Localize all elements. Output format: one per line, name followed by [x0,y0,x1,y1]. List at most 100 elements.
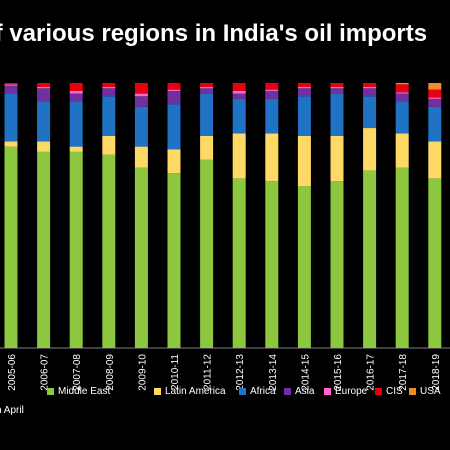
bar-segment-europe-2010-11 [167,89,181,91]
bar-segment-latin-america-2014-15 [297,136,311,187]
bar-segment-latin-america-2007-08 [69,146,83,152]
bar-segment-asia-2015-16 [330,88,344,94]
bar-segment-africa-2011-12 [200,93,214,136]
bar-segment-europe-2007-08 [69,90,83,94]
legend-swatch [154,388,161,395]
bar-segment-africa-2017-18 [395,101,409,134]
bar-segment-middle-east-2017-18 [395,167,409,348]
bar-segment-middle-east-2015-16 [330,181,344,348]
bar-segment-middle-east-2011-12 [200,159,214,348]
bar-segment-middle-east-2006-07 [37,151,51,348]
bar-segment-asia-2006-07 [37,88,51,102]
bar-segment-middle-east-2008-09 [102,154,116,348]
bar-segment-usa-2017-18 [395,83,409,85]
bar-segment-africa-2018-19 [428,106,442,142]
legend-swatch [284,388,291,395]
bar-segment-europe-2006-07 [37,86,51,89]
x-tick-label: 2008-09 [105,354,116,391]
bar-segment-europe-2015-16 [330,86,344,89]
legend-label: Middle East [58,386,111,397]
bar-segment-asia-2007-08 [69,93,83,102]
bar-segment-asia-2016-17 [363,88,377,97]
footnote: n April [0,405,24,416]
legend-item-asia: Asia [284,386,314,397]
bar-segment-cis-2017-18 [395,84,409,93]
bar-segment-asia-2012-13 [232,93,246,99]
bar-segment-latin-america-2005-06 [4,141,18,147]
bar-segment-cis-2016-17 [363,83,377,87]
legend-swatch [239,388,246,395]
bar-segment-asia-2013-14 [265,90,279,99]
bar-segment-europe-2011-12 [200,86,214,89]
bar-segment-europe-2017-18 [395,92,409,94]
bar-segment-africa-2007-08 [69,101,83,147]
x-tick-label: 2014-15 [300,354,311,391]
legend-swatch [47,388,54,395]
legend-item-cis: CIS [375,386,403,397]
bar-segment-cis-2005-06 [4,83,18,85]
legend-label: Latin America [165,386,226,397]
bar-segment-middle-east-2010-11 [167,173,181,348]
x-tick-label: 2015-16 [333,354,344,391]
bar-segment-asia-2018-19 [428,98,442,107]
bar-segment-latin-america-2011-12 [200,136,214,160]
bar-segment-africa-2012-13 [232,98,246,134]
bar-segment-asia-2014-15 [297,88,311,97]
bar-segment-latin-america-2018-19 [428,141,442,179]
bar-segment-latin-america-2016-17 [363,128,377,171]
bar-segment-africa-2015-16 [330,93,344,136]
bar-segment-europe-2008-09 [102,86,116,89]
legend-item-latin-america: Latin America [154,386,226,397]
chart-legend: Middle East Latin America Africa Asia Europe… [0,386,450,402]
bar-segment-latin-america-2008-09 [102,136,116,155]
bar-segment-middle-east-2018-19 [428,178,442,348]
bar-segment-asia-2011-12 [200,88,214,94]
bar-segment-africa-2014-15 [297,96,311,136]
bar-segment-cis-2012-13 [232,83,246,91]
x-tick-label: 2006-07 [40,354,51,391]
bar-segment-cis-2011-12 [200,83,214,87]
bar-segment-middle-east-2005-06 [4,146,18,348]
legend-swatch [409,388,416,395]
bar-segment-europe-2009-10 [134,93,148,97]
bar-segment-middle-east-2016-17 [363,170,377,348]
legend-swatch [324,388,331,395]
legend-item-usa: USA [409,386,441,397]
legend-swatch [375,388,382,395]
bar-segment-cis-2015-16 [330,83,344,87]
bar-segment-middle-east-2013-14 [265,181,279,348]
x-tick-label: 2011-12 [203,354,214,390]
bar-segment-europe-2014-15 [297,86,311,89]
x-tick-label: 2018-19 [431,354,442,391]
bar-segment-latin-america-2009-10 [134,146,148,168]
bar-segment-middle-east-2012-13 [232,178,246,348]
legend-label: CIS [386,386,403,397]
bar-segment-europe-2018-19 [428,97,442,99]
bar-segment-cis-2013-14 [265,83,279,90]
bar-segment-africa-2010-11 [167,104,181,150]
bar-segment-asia-2005-06 [4,85,18,94]
x-tick-label: 2012-13 [235,354,246,391]
bar-segment-asia-2009-10 [134,96,148,107]
bar-segment-cis-2010-11 [167,83,181,90]
legend-item-middle-east: Middle East [47,386,110,397]
bar-segment-europe-2012-13 [232,90,246,94]
bar-segment-africa-2016-17 [363,96,377,129]
legend-item-europe: Europe [324,386,367,397]
bar-segment-latin-america-2012-13 [232,133,246,179]
bar-segment-middle-east-2014-15 [297,186,311,348]
bar-segment-asia-2008-09 [102,88,116,97]
x-tick-label: 2005-06 [7,354,18,391]
legend-label: Africa [250,386,276,397]
bar-segment-middle-east-2007-08 [69,151,83,348]
x-tick-label: 2007-08 [72,354,83,391]
legend-label: USA [420,386,441,397]
bar-segment-asia-2017-18 [395,93,409,102]
x-tick-label: 2009-10 [137,354,148,391]
bar-segment-africa-2009-10 [134,106,148,147]
x-tick-label: 2017-18 [398,354,409,391]
x-tick-label: 2010-11 [170,354,181,390]
legend-label: Asia [295,386,315,397]
bar-segment-cis-2009-10 [134,83,148,94]
